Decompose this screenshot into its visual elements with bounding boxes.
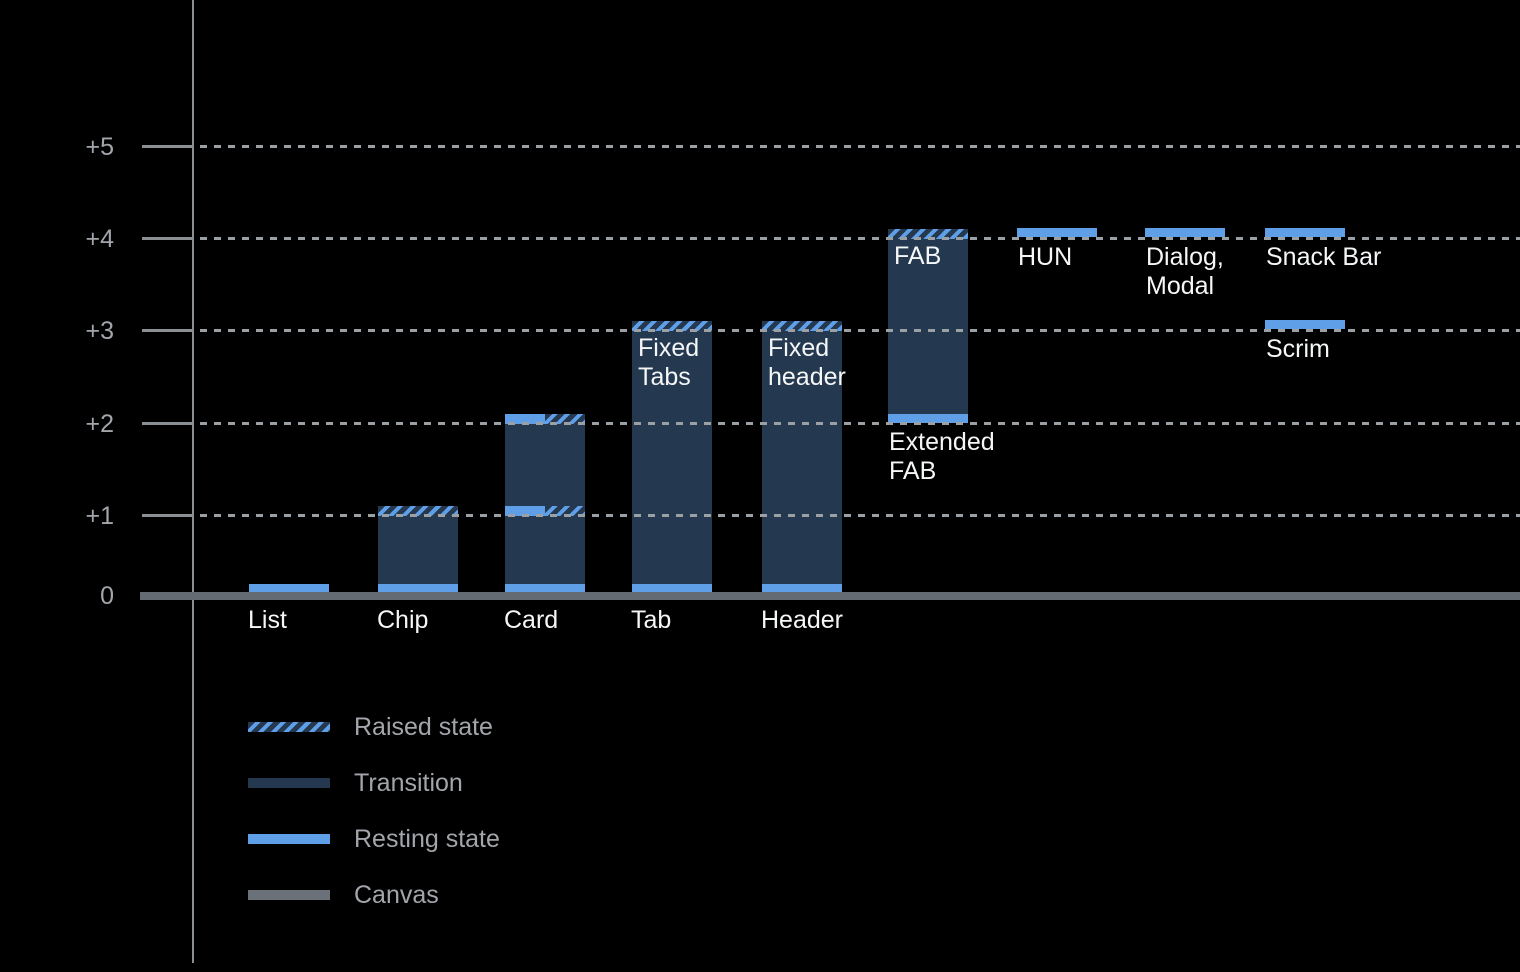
y-axis-tick-5 — [142, 145, 192, 148]
y-axis-label-1: +1 — [85, 502, 114, 530]
card-mixed-band-1 — [505, 506, 585, 516]
extended-fab-transition — [888, 239, 968, 414]
legend-item-resting: Resting state — [248, 824, 500, 854]
card-axis-label: Card — [504, 606, 559, 634]
y-axis-tick-1 — [142, 514, 192, 517]
card-resting-band-0 — [505, 584, 585, 592]
bar-snack-bar — [1265, 0, 1345, 972]
chip-transition — [378, 516, 458, 584]
legend-swatch-canvas — [248, 890, 330, 900]
bar-hun — [1017, 0, 1097, 972]
tab-inner-label: Fixed Tabs — [638, 334, 700, 391]
hun-below-label: HUN — [1018, 243, 1073, 271]
y-axis-tick-3 — [142, 329, 192, 332]
chip-axis-label: Chip — [377, 606, 429, 634]
chip-resting-band-0 — [378, 584, 458, 592]
legend-item-canvas: Canvas — [248, 880, 439, 910]
legend-label-raised: Raised state — [354, 712, 493, 741]
card-resting-half-1 — [505, 506, 545, 516]
y-axis-line — [192, 0, 194, 963]
hun-resting-band-4 — [1017, 228, 1097, 237]
scrim-resting-band-3 — [1265, 320, 1345, 329]
bar-header — [762, 0, 842, 972]
card-resting-half-2 — [505, 414, 545, 424]
bar-extended-fab — [888, 0, 968, 972]
y-axis-tick-4 — [142, 237, 192, 240]
tab-raised-band-3 — [632, 321, 712, 331]
list-axis-label: List — [248, 606, 287, 634]
card-raised-half-2 — [545, 414, 585, 424]
legend-item-raised: Raised state — [248, 712, 493, 742]
canvas-baseline — [140, 592, 1520, 600]
bar-dialog-modal — [1145, 0, 1225, 972]
header-inner-label: Fixed header — [768, 334, 846, 391]
legend-label-canvas: Canvas — [354, 880, 439, 909]
bar-list — [249, 0, 329, 972]
list-resting-band-0 — [249, 584, 329, 592]
extended-fab-below-label: Extended FAB — [889, 428, 995, 485]
scrim-below-label: Scrim — [1266, 335, 1330, 363]
card-transition — [505, 424, 585, 584]
legend-label-transition: Transition — [354, 768, 463, 797]
bar-chip — [378, 0, 458, 972]
gridline-5 — [200, 145, 1520, 148]
gridline-3 — [200, 329, 1520, 332]
tab-resting-band-0 — [632, 584, 712, 592]
header-raised-band-3 — [762, 321, 842, 331]
y-axis-label-2: +2 — [85, 410, 114, 438]
extended-fab-raised-band-4 — [888, 229, 968, 239]
card-mixed-band-2 — [505, 414, 585, 424]
y-axis-label-3: +3 — [85, 317, 114, 345]
y-axis-label-0: 0 — [100, 582, 114, 610]
legend-label-resting: Resting state — [354, 824, 500, 853]
snack-bar-resting-band-4 — [1265, 228, 1345, 237]
dialog-modal-below-label: Dialog, Modal — [1146, 243, 1224, 300]
tab-transition — [632, 331, 712, 584]
legend-swatch-transition — [248, 778, 330, 788]
tab-axis-label: Tab — [631, 606, 672, 634]
legend-swatch-raised — [248, 722, 330, 732]
dialog-modal-resting-band-4 — [1145, 228, 1225, 237]
gridline-1 — [200, 514, 1520, 517]
bar-tab — [632, 0, 712, 972]
gridline-2 — [200, 422, 1520, 425]
y-axis-label-5: +5 — [85, 133, 114, 161]
snack-bar-below-label: Snack Bar — [1266, 243, 1382, 271]
chip-raised-band-1 — [378, 506, 458, 516]
header-resting-band-0 — [762, 584, 842, 592]
card-raised-half-1 — [545, 506, 585, 516]
gridline-4 — [200, 237, 1520, 240]
extended-fab-resting-band-2 — [888, 414, 968, 423]
header-axis-label: Header — [761, 606, 843, 634]
header-transition — [762, 331, 842, 584]
y-axis-label-4: +4 — [85, 225, 114, 253]
legend-swatch-resting — [248, 834, 330, 844]
y-axis-tick-2 — [142, 422, 192, 425]
bar-scrim — [1265, 0, 1345, 972]
legend-item-transition: Transition — [248, 768, 463, 798]
bar-card — [505, 0, 585, 972]
extended-fab-inner-label: FAB — [894, 242, 942, 270]
